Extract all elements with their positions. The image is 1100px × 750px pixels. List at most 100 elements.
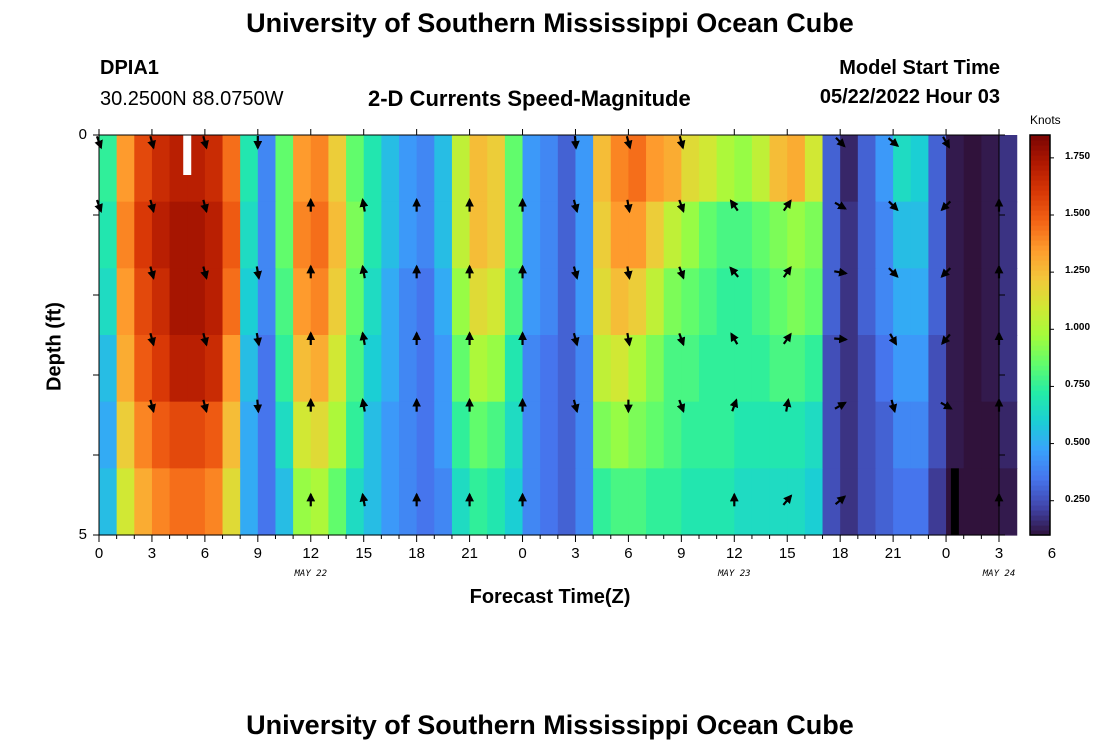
heatmap-cell <box>681 268 700 336</box>
heatmap-cell <box>999 468 1018 536</box>
heatmap-cell <box>204 201 224 269</box>
colorbar-segment <box>1030 445 1050 451</box>
colorbar-segment <box>1030 385 1050 391</box>
heatmap-cell <box>910 201 930 269</box>
heatmap-cell <box>222 401 241 469</box>
heatmap-cell <box>769 401 788 469</box>
current-arrow <box>940 200 952 212</box>
heatmap-cell <box>716 135 735 203</box>
colorbar-segment <box>1030 185 1050 191</box>
colorbar-segment <box>1030 470 1050 476</box>
heatmap-cell <box>293 401 312 469</box>
colorbar-segment <box>1030 370 1050 376</box>
heatmap-cell <box>487 401 506 469</box>
heatmap-cell <box>275 335 294 403</box>
heatmap-cell <box>893 401 912 469</box>
heatmap-cell <box>963 468 982 536</box>
heatmap-cell <box>187 401 206 469</box>
heatmap-cell <box>346 268 365 336</box>
x-tick-label: 9 <box>253 545 262 562</box>
colorbar-segment <box>1030 525 1050 531</box>
heatmap-cell <box>910 135 930 203</box>
heatmap-cell <box>593 135 612 203</box>
colorbar-segment <box>1030 210 1050 216</box>
heatmap-cell <box>557 468 577 536</box>
current-arrow <box>888 333 898 346</box>
heatmap-cell <box>346 135 365 203</box>
heatmap-cell <box>822 135 841 203</box>
heatmap-cell <box>769 268 788 336</box>
heatmap-cell <box>646 401 665 469</box>
heatmap-cell <box>999 268 1018 336</box>
colorbar-segment <box>1030 420 1050 426</box>
colorbar-segment <box>1030 290 1050 296</box>
date-label: MAY 22 <box>294 569 327 579</box>
heatmap-cell <box>187 268 206 336</box>
heatmap-cell <box>734 468 753 536</box>
heatmap-cell <box>646 268 665 336</box>
heatmap-cell <box>487 335 506 403</box>
heatmap-cell <box>151 201 171 269</box>
heatmap-cell <box>346 201 365 269</box>
blank-cell <box>950 468 959 535</box>
heatmap-cell <box>928 268 947 336</box>
current-arrow <box>835 136 846 148</box>
colorbar-segment <box>1030 275 1050 281</box>
heatmap-cell <box>857 135 877 203</box>
colorbar-frame <box>1029 134 1051 536</box>
colorbar-segment <box>1030 315 1050 321</box>
current-arrow <box>782 398 792 412</box>
heatmap-cell <box>946 201 965 269</box>
current-arrow <box>782 494 793 506</box>
current-arrow <box>782 332 792 345</box>
footer-title: University of Southern Mississippi Ocean… <box>246 710 854 740</box>
heatmap-cell <box>840 335 859 403</box>
heatmap-cell <box>787 468 806 536</box>
x-tick-label: 12 <box>302 545 320 562</box>
heatmap-cell <box>540 268 559 336</box>
current-arrow <box>676 332 686 347</box>
heatmap-cell <box>787 268 806 336</box>
colorbar-segment <box>1030 515 1050 521</box>
heatmap-cell <box>469 401 488 469</box>
heatmap-cell <box>804 135 824 203</box>
heatmap-cell <box>522 468 541 536</box>
heatmap-cell <box>310 468 330 536</box>
heatmap-cell <box>240 335 259 403</box>
heatmap-cell <box>522 401 541 469</box>
x-axis-label: Forecast Time(Z) <box>469 586 631 608</box>
heatmap-cell <box>99 201 118 269</box>
heatmap-cell <box>275 401 294 469</box>
heatmap-cell <box>134 468 153 536</box>
heatmap-cell <box>257 268 277 336</box>
heatmap-cell <box>646 135 665 203</box>
current-arrow <box>941 136 951 149</box>
station-location: 30.2500N 88.0750W <box>100 88 284 110</box>
heatmap-cell <box>857 268 877 336</box>
heatmap-cell <box>240 135 259 203</box>
chart-axes <box>93 129 1005 542</box>
heatmap-cell <box>116 335 135 403</box>
heatmap-cell <box>504 135 524 203</box>
colorbar-segment <box>1030 355 1050 361</box>
x-tick-label: 6 <box>1047 545 1057 562</box>
heatmap-cell <box>187 201 206 269</box>
heatmap-cell <box>257 335 277 403</box>
heatmap-cell <box>469 335 488 403</box>
heatmap-cell <box>522 135 541 203</box>
heatmap-cell <box>981 401 1000 469</box>
heatmap-cell <box>928 401 947 469</box>
heatmap-cell <box>381 468 400 536</box>
heatmap-cell <box>504 468 524 536</box>
heatmap-cell <box>187 335 206 403</box>
colorbar-segment <box>1030 350 1050 356</box>
heatmap-cell <box>99 135 118 203</box>
current-arrow <box>940 401 953 410</box>
heatmap-cell <box>504 401 524 469</box>
heatmap-cell <box>981 201 1000 269</box>
current-arrow <box>834 201 847 210</box>
heatmap-cell <box>981 268 1000 336</box>
colorbar-tick-label: 0.250 <box>1065 493 1091 505</box>
heatmap-cell <box>981 135 1000 203</box>
current-arrow <box>729 398 739 412</box>
